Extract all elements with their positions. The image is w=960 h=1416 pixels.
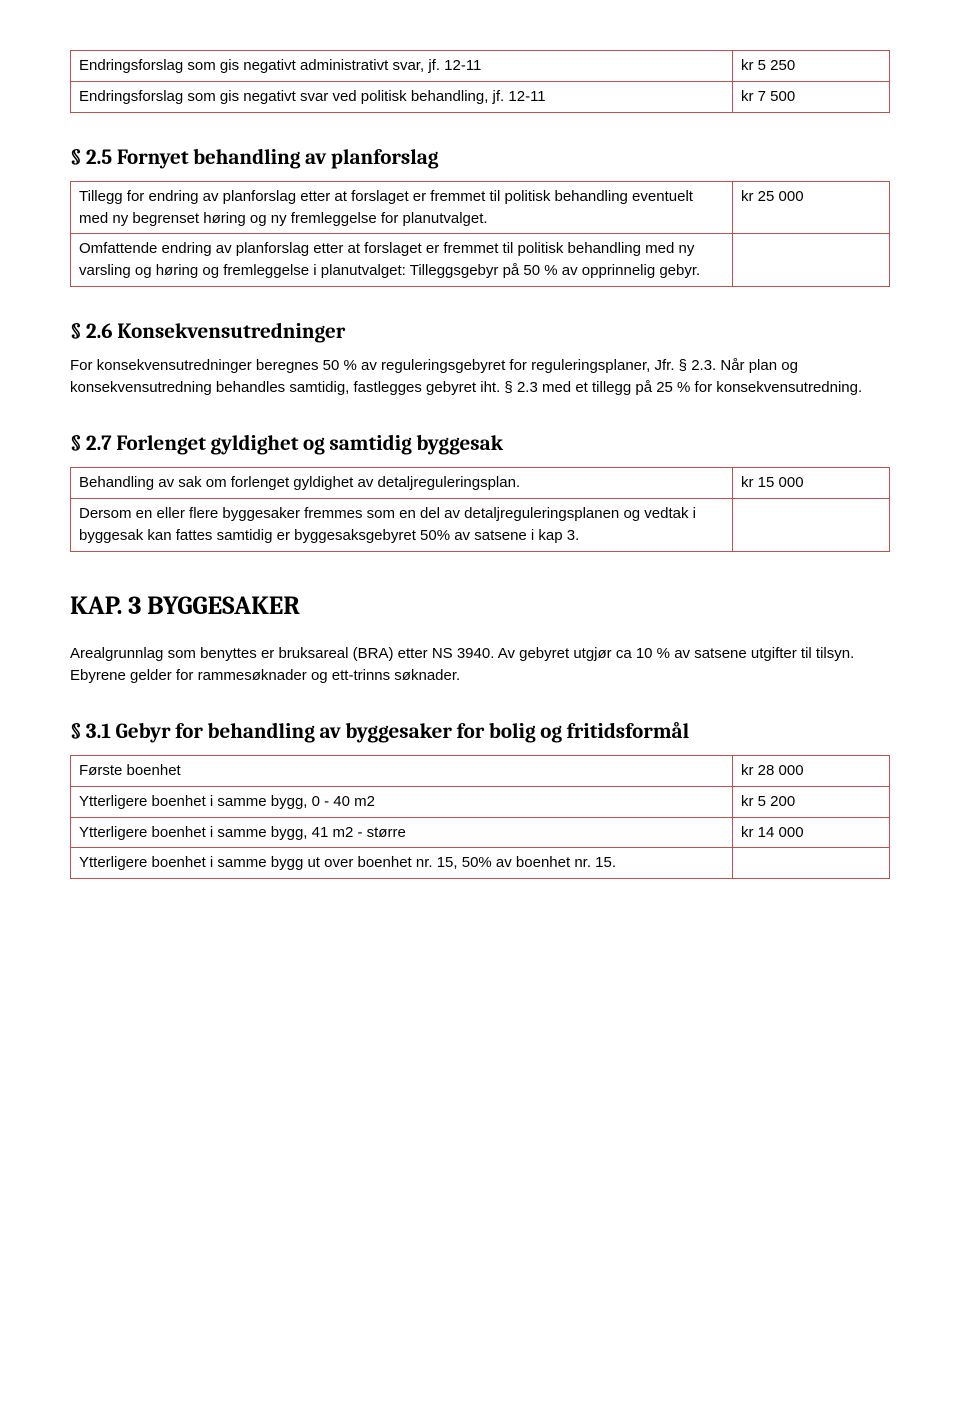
table-row: Endringsforslag som gis negativt svar ve… (71, 81, 890, 112)
paragraph-chapter3-intro: Arealgrunnlag som benyttes er bruksareal… (70, 643, 890, 687)
heading-sec25: § 2.5 Fornyet behandling av planforslag (70, 143, 890, 173)
cell-label: Ytterligere boenhet i samme bygg, 0 - 40… (71, 786, 733, 817)
cell-value (733, 499, 890, 552)
cell-label: Omfattende endring av planforslag etter … (71, 234, 733, 287)
paragraph-sec26: For konsekvensutredninger beregnes 50 % … (70, 355, 890, 399)
cell-label: Ytterligere boenhet i samme bygg, 41 m2 … (71, 817, 733, 848)
cell-value: kr 5 200 (733, 786, 890, 817)
table-row: Endringsforslag som gis negativt adminis… (71, 51, 890, 82)
table-sec31: Første boenhet kr 28 000 Ytterligere boe… (70, 755, 890, 879)
heading-sec31: § 3.1 Gebyr for behandling av byggesaker… (70, 717, 890, 747)
table-sec25: Tillegg for endring av planforslag etter… (70, 181, 890, 287)
table-row: Omfattende endring av planforslag etter … (71, 234, 890, 287)
cell-label: Første boenhet (71, 756, 733, 787)
table-row: Ytterligere boenhet i samme bygg ut over… (71, 848, 890, 879)
cell-value: kr 28 000 (733, 756, 890, 787)
cell-value: kr 7 500 (733, 81, 890, 112)
table-row: Første boenhet kr 28 000 (71, 756, 890, 787)
cell-label: Behandling av sak om forlenget gyldighet… (71, 468, 733, 499)
cell-value (733, 234, 890, 287)
table-row: Dersom en eller flere byggesaker fremmes… (71, 499, 890, 552)
table-sec27: Behandling av sak om forlenget gyldighet… (70, 467, 890, 551)
table-row: Ytterligere boenhet i samme bygg, 0 - 40… (71, 786, 890, 817)
table-row: Tillegg for endring av planforslag etter… (71, 181, 890, 234)
heading-sec27: § 2.7 Forlenget gyldighet og samtidig by… (70, 429, 890, 459)
table-row: Ytterligere boenhet i samme bygg, 41 m2 … (71, 817, 890, 848)
cell-label: Ytterligere boenhet i samme bygg ut over… (71, 848, 733, 879)
heading-chapter3: KAP. 3 BYGGESAKER (70, 588, 890, 626)
cell-value: kr 5 250 (733, 51, 890, 82)
cell-label: Endringsforslag som gis negativt svar ve… (71, 81, 733, 112)
heading-sec26: § 2.6 Konsekvensutredninger (70, 317, 890, 347)
cell-label: Dersom en eller flere byggesaker fremmes… (71, 499, 733, 552)
cell-label: Endringsforslag som gis negativt adminis… (71, 51, 733, 82)
cell-value: kr 25 000 (733, 181, 890, 234)
cell-label: Tillegg for endring av planforslag etter… (71, 181, 733, 234)
table-row: Behandling av sak om forlenget gyldighet… (71, 468, 890, 499)
cell-value: kr 15 000 (733, 468, 890, 499)
table-endringsforslag: Endringsforslag som gis negativt adminis… (70, 50, 890, 113)
cell-value (733, 848, 890, 879)
cell-value: kr 14 000 (733, 817, 890, 848)
